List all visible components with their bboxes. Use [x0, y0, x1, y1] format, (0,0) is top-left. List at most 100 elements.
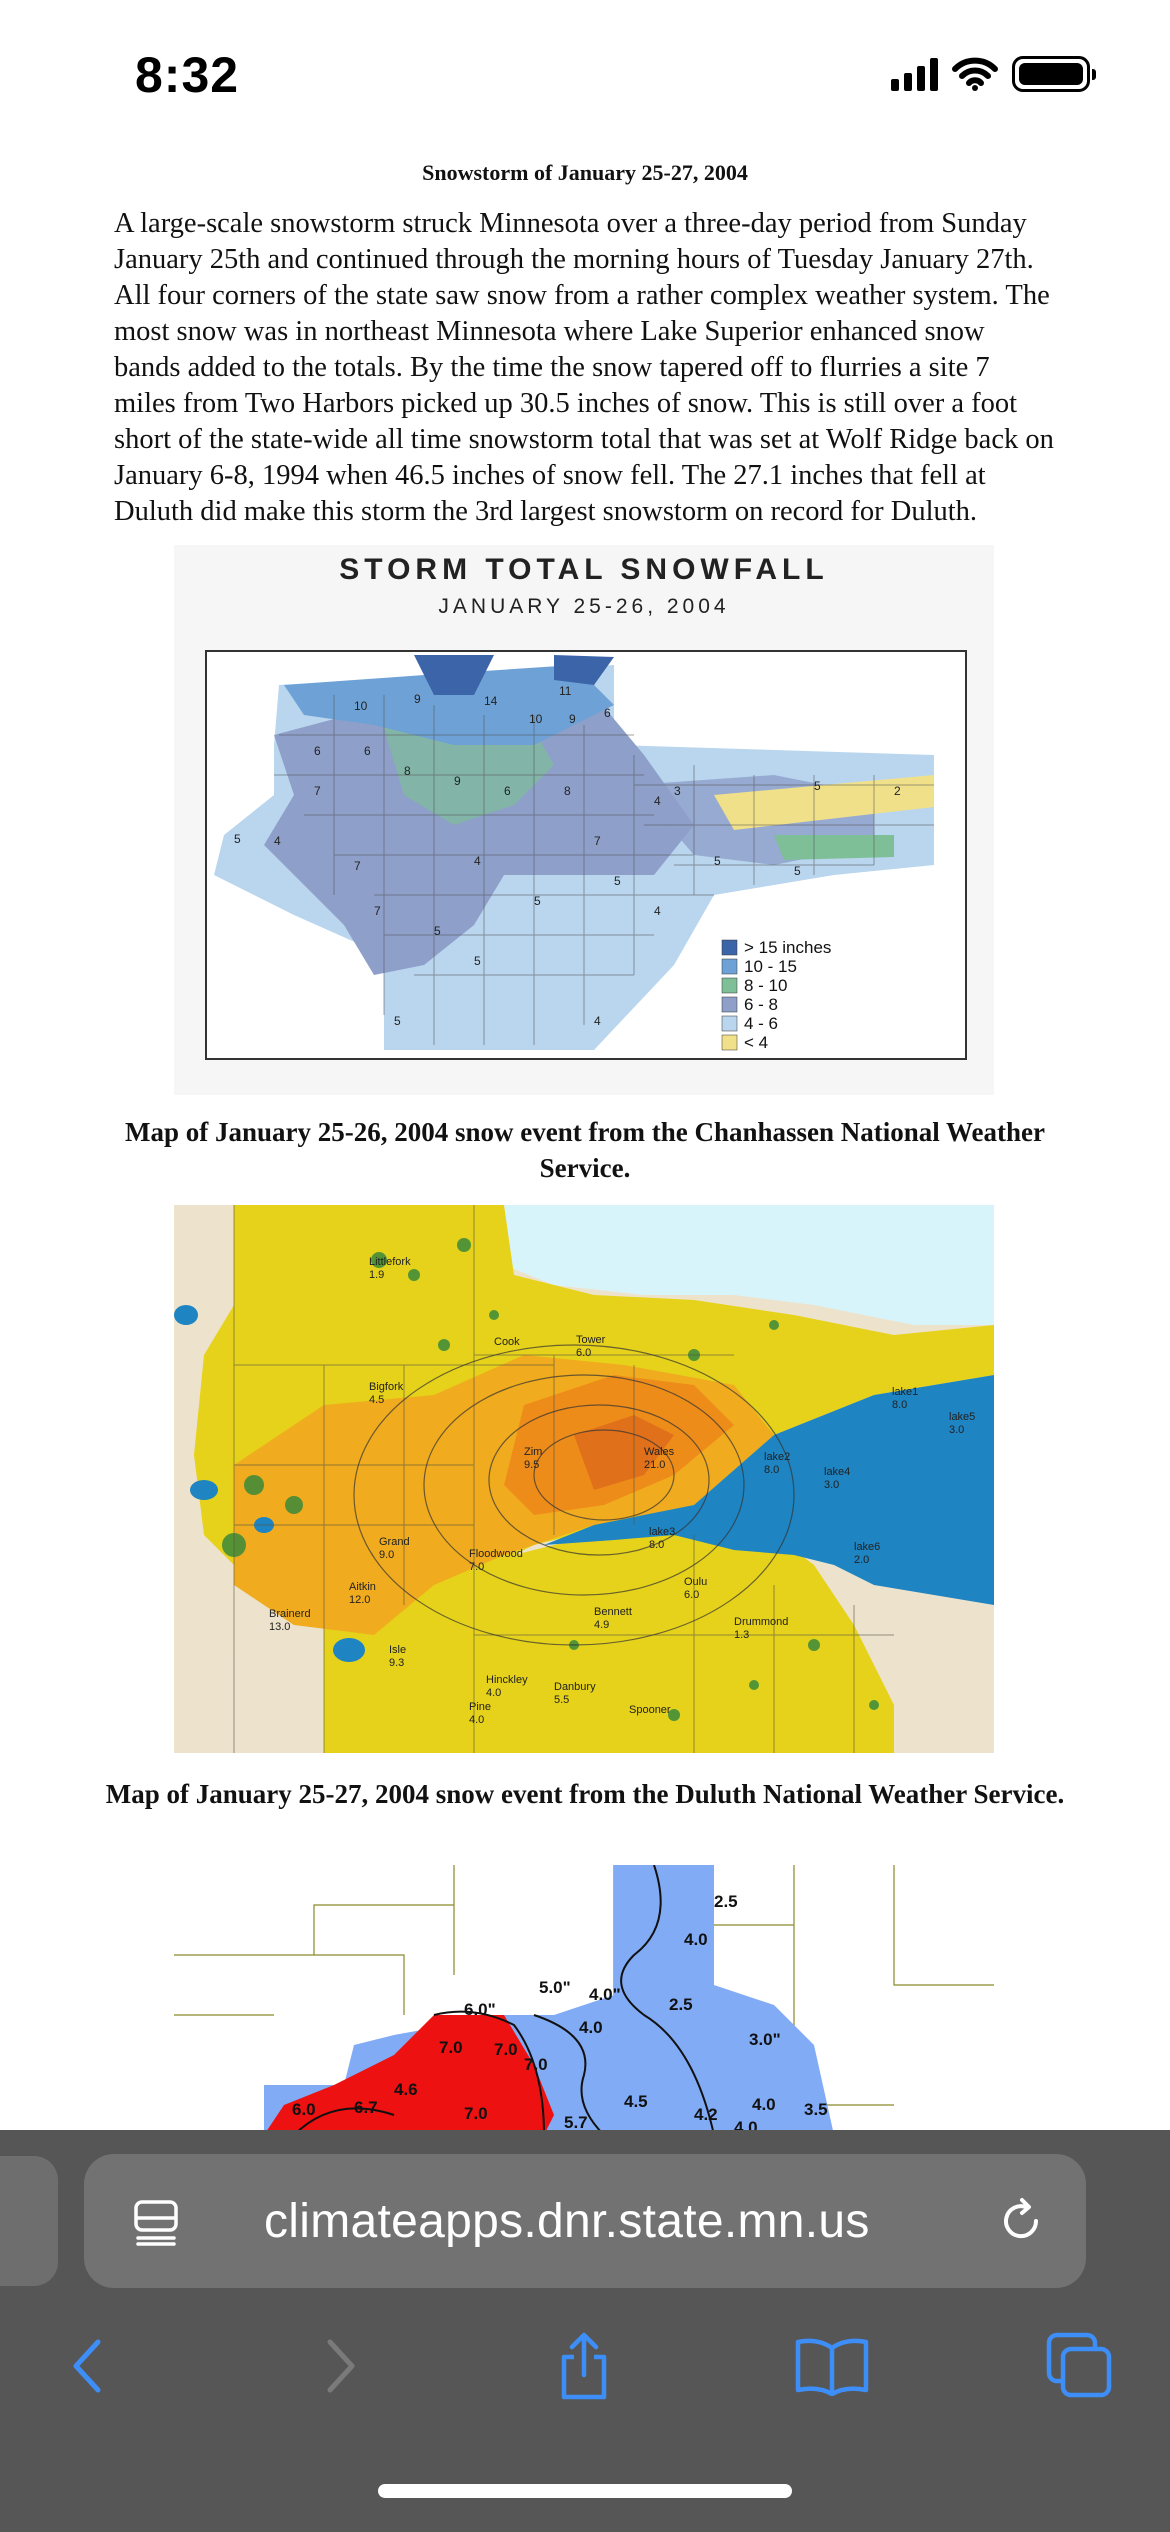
svg-text:4.0: 4.0	[684, 1930, 708, 1949]
svg-text:8.0: 8.0	[764, 1464, 779, 1476]
back-button[interactable]	[46, 2324, 130, 2408]
tabs-button[interactable]	[1038, 2324, 1122, 2408]
svg-text:2: 2	[894, 784, 901, 798]
share-button[interactable]	[542, 2324, 626, 2408]
previous-tab-preview[interactable]	[0, 2156, 58, 2286]
book-icon	[795, 2338, 869, 2396]
url-text[interactable]: climateapps.dnr.state.mn.us	[264, 2195, 870, 2248]
svg-text:9: 9	[454, 774, 461, 788]
svg-text:9.5: 9.5	[524, 1459, 539, 1471]
station-zim: Zim	[524, 1446, 542, 1458]
station-drummond: Drummond	[734, 1616, 788, 1628]
svg-text:14: 14	[484, 694, 498, 708]
battery-icon	[1012, 56, 1096, 92]
svg-text:6.0: 6.0	[292, 2100, 316, 2119]
svg-text:6: 6	[604, 706, 611, 720]
station-pine: Pine	[469, 1701, 491, 1713]
address-bar[interactable]: climateapps.dnr.state.mn.us	[84, 2154, 1086, 2288]
station-spooner: Spooner	[629, 1704, 671, 1716]
svg-text:6: 6	[504, 784, 511, 798]
svg-text:7.0: 7.0	[524, 2055, 548, 2074]
legend-4-6: 4 - 6	[744, 1014, 778, 1033]
bookmarks-button[interactable]	[790, 2324, 874, 2408]
svg-text:4.0: 4.0	[752, 2095, 776, 2114]
svg-text:5: 5	[474, 954, 481, 968]
svg-text:5: 5	[234, 832, 241, 846]
snowfall-contour-map[interactable]: 2.5 4.0 6.0" 5.0" 4.0" 4.0 2.5 3.0" 7.0 …	[174, 1865, 994, 2135]
map2-caption: Map of January 25-27, 2004 snow event fr…	[105, 1779, 1065, 1809]
forward-button[interactable]	[298, 2324, 382, 2408]
duluth-snowfall-map[interactable]: Littlefork 1.9 Bigfork 4.5 Cook Tower 6.…	[174, 1205, 994, 1753]
svg-text:5: 5	[534, 894, 541, 908]
svg-text:12.0: 12.0	[349, 1594, 370, 1606]
svg-text:3.0: 3.0	[824, 1479, 839, 1491]
svg-text:4: 4	[274, 834, 281, 848]
station-hinckley: Hinckley	[486, 1674, 528, 1686]
svg-text:4.9: 4.9	[594, 1619, 609, 1631]
svg-text:9.0: 9.0	[379, 1549, 394, 1561]
reader-icon[interactable]	[132, 2196, 180, 2246]
svg-text:3.0": 3.0"	[749, 2030, 781, 2049]
intro-paragraph: A large-scale snowstorm struck Minnesota…	[114, 208, 1054, 527]
svg-text:13.0: 13.0	[269, 1621, 290, 1633]
legend-10-15: 10 - 15	[744, 957, 797, 976]
browser-toolbar	[0, 2310, 1170, 2420]
svg-text:6: 6	[314, 744, 321, 758]
svg-text:8.0: 8.0	[649, 1539, 664, 1551]
station-aitkin: Aitkin	[349, 1581, 376, 1593]
svg-text:5: 5	[794, 864, 801, 878]
svg-text:7.0: 7.0	[469, 1561, 484, 1573]
svg-text:11: 11	[559, 684, 572, 698]
svg-text:6.7: 6.7	[354, 2098, 378, 2117]
svg-text:5: 5	[814, 779, 821, 793]
legend-8-10: 8 - 10	[744, 976, 787, 995]
svg-text:7.0: 7.0	[464, 2104, 488, 2123]
svg-text:21.0: 21.0	[644, 1459, 665, 1471]
station-bennett: Bennett	[594, 1606, 632, 1618]
svg-text:2.5: 2.5	[669, 1995, 693, 2014]
station-littlefork: Littlefork	[369, 1256, 411, 1268]
map1-caption: Map of January 25-26, 2004 snow event fr…	[124, 1117, 1046, 1183]
svg-text:9.3: 9.3	[389, 1657, 404, 1669]
reload-icon[interactable]	[996, 2196, 1046, 2246]
svg-text:2.5: 2.5	[714, 1892, 738, 1911]
svg-text:6.0: 6.0	[684, 1589, 699, 1601]
svg-text:3.5: 3.5	[804, 2100, 828, 2119]
svg-text:4.0": 4.0"	[589, 1985, 621, 2004]
map1-legend: > 15 inches 10 - 15 8 - 10 6 - 8 4 - 6 <…	[721, 938, 831, 1052]
svg-text:7: 7	[594, 834, 601, 848]
home-indicator[interactable]	[378, 2484, 792, 2498]
svg-text:4.2: 4.2	[694, 2105, 718, 2124]
station-wales: Wales	[644, 1446, 675, 1458]
svg-text:2.0: 2.0	[854, 1554, 869, 1566]
svg-text:3: 3	[674, 784, 681, 798]
svg-text:4: 4	[594, 1014, 601, 1028]
status-icons	[891, 56, 1096, 92]
storm-total-snowfall-map[interactable]: STORM TOTAL SNOWFALL JANUARY 25-26, 2004…	[174, 545, 994, 1095]
station-lake2: lake2	[764, 1451, 790, 1463]
station-lake1: lake1	[892, 1386, 918, 1398]
tabs-icon	[1046, 2332, 1112, 2398]
svg-text:4.0: 4.0	[469, 1714, 484, 1726]
svg-text:4: 4	[474, 854, 481, 868]
svg-text:8: 8	[564, 784, 571, 798]
station-lake4: lake4	[824, 1466, 850, 1478]
station-danbury: Danbury	[554, 1681, 596, 1693]
station-grand: Grand	[379, 1536, 410, 1548]
station-lake6: lake6	[854, 1541, 880, 1553]
station-floodwood: Floodwood	[469, 1548, 523, 1560]
svg-text:6.0: 6.0	[576, 1347, 591, 1359]
station-bigfork: Bigfork	[369, 1381, 404, 1393]
svg-text:5.7: 5.7	[564, 2113, 588, 2132]
svg-text:5: 5	[394, 1014, 401, 1028]
wifi-icon	[952, 57, 998, 91]
svg-text:1.9: 1.9	[369, 1269, 384, 1281]
svg-text:5: 5	[614, 874, 621, 888]
chevron-left-icon	[73, 2339, 101, 2393]
svg-text:1.3: 1.3	[734, 1629, 749, 1641]
svg-text:7.0: 7.0	[494, 2040, 518, 2059]
svg-text:4: 4	[654, 904, 661, 918]
svg-text:4: 4	[654, 794, 661, 808]
station-oulu: Oulu	[684, 1576, 707, 1588]
svg-text:10: 10	[529, 712, 543, 726]
